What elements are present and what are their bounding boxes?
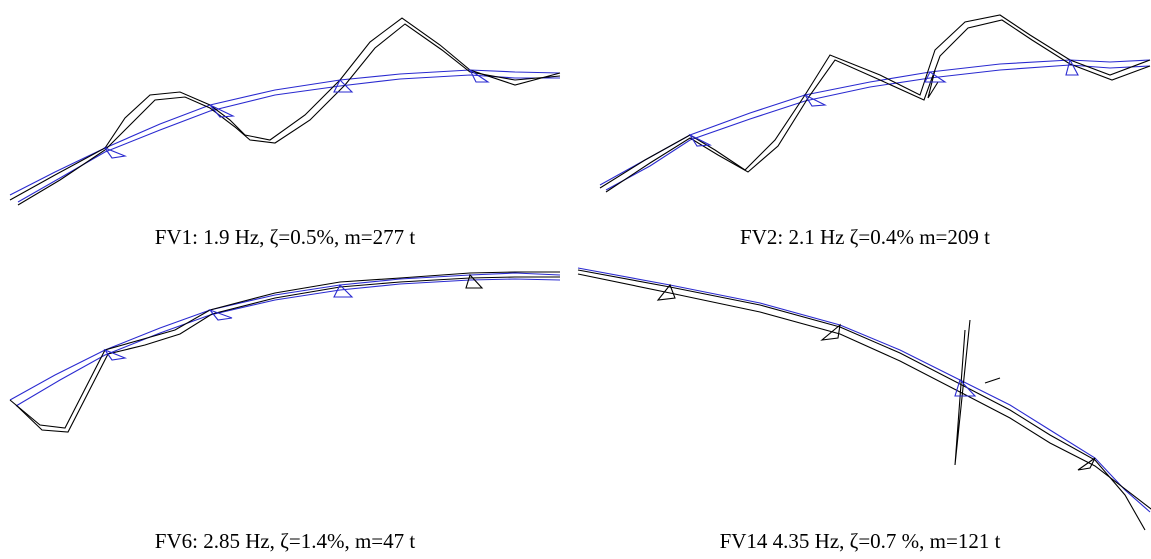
mode-shape-fv1: FV1: 1.9 Hz, ζ=0.5%, m=277 t [10, 18, 560, 249]
mode-shape-fv2: FV2: 2.1 Hz ζ=0.4% m=209 t [600, 15, 1150, 249]
caption: FV14 4.35 Hz, ζ=0.7 %, m=121 t [720, 529, 1001, 553]
mode-shapes-figure: FV1: 1.9 Hz, ζ=0.5%, m=277 t FV2: 2.1 Hz… [0, 0, 1151, 559]
caption: FV6: 2.85 Hz, ζ=1.4%, m=47 t [155, 529, 416, 553]
mode-shape-fv6: FV6: 2.85 Hz, ζ=1.4%, m=47 t [10, 272, 560, 553]
mode-shape-fv14: FV14 4.35 Hz, ζ=0.7 %, m=121 t [578, 268, 1151, 553]
caption: FV1: 1.9 Hz, ζ=0.5%, m=277 t [155, 225, 416, 249]
caption: FV2: 2.1 Hz ζ=0.4% m=209 t [740, 225, 990, 249]
